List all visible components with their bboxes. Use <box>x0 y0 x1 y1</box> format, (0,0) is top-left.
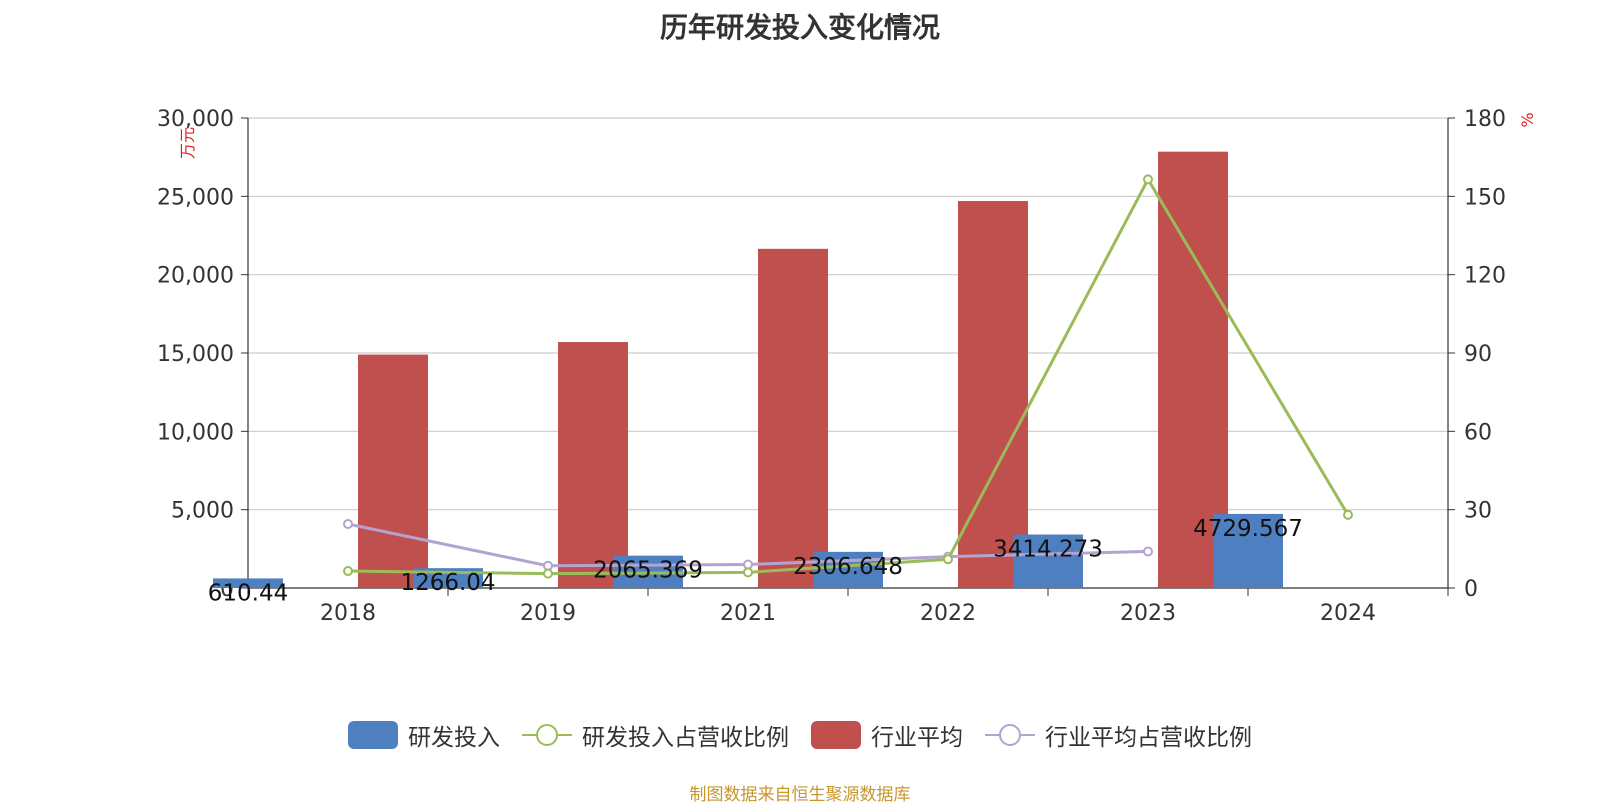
x-tick-label: 2021 <box>720 601 776 626</box>
y-tick-label-right: 60 <box>1464 420 1492 445</box>
data-label-rd-investment: 2306.648 <box>793 554 903 580</box>
rd-ratio-point <box>743 567 753 578</box>
y-axis-unit-right: % <box>1518 112 1537 127</box>
legend-label: 行业平均占营收比例 <box>1045 725 1252 751</box>
x-tick-label: 2019 <box>520 601 576 626</box>
legend-item-industry-ratio[interactable]: 行业平均占营收比例 <box>985 718 1252 752</box>
y-tick-label-right: 90 <box>1464 342 1492 367</box>
y-tick-label-right: 0 <box>1464 577 1478 602</box>
legend-item-rd-ratio[interactable]: 研发投入占营收比例 <box>522 718 789 752</box>
y-tick-label-left: 30,000 <box>157 107 234 132</box>
legend: 研发投入 研发投入占营收比例 行业平均 行业平均占营收比例 <box>0 718 1600 752</box>
y-tick-label-right: 120 <box>1464 264 1506 289</box>
legend-swatch-line-purple <box>985 724 1035 746</box>
x-tick-label: 2024 <box>1320 601 1376 626</box>
y-tick-label-left: 25,000 <box>157 185 234 210</box>
bar-industry-average <box>958 201 1028 589</box>
data-label-rd-investment: 2065.369 <box>593 558 703 584</box>
data-label-rd-investment: 1266.04 <box>400 570 495 596</box>
legend-swatch-bar-red <box>811 721 861 749</box>
rd-ratio-point <box>1143 174 1153 185</box>
industry-ratio-point <box>543 560 553 571</box>
x-tick-label: 2022 <box>920 601 976 626</box>
legend-label: 研发投入 <box>408 725 500 751</box>
source-note: 制图数据来自恒生聚源数据库 <box>689 785 911 805</box>
data-label-rd-investment: 3414.273 <box>993 537 1103 563</box>
rd-ratio-point <box>943 554 953 565</box>
bar-industry-average <box>358 354 428 588</box>
rd-ratio-point <box>343 566 353 577</box>
rd-ratio-point <box>543 568 553 579</box>
bar-rd-investment <box>213 578 283 588</box>
y-tick-label-left: 15,000 <box>157 342 234 367</box>
rd-ratio-line <box>347 176 1350 576</box>
x-tick-label: 2023 <box>1120 601 1176 626</box>
y-tick-label-right: 30 <box>1464 499 1492 524</box>
x-tick-label: 2018 <box>320 601 376 626</box>
legend-swatch-line-green <box>522 724 572 746</box>
industry-ratio-point <box>343 519 353 530</box>
data-label-rd-investment: 610.44 <box>208 580 288 606</box>
y-tick-label-left: 20,000 <box>157 264 234 289</box>
rd-ratio-point <box>1343 509 1353 520</box>
legend-swatch-bar-blue <box>348 721 398 749</box>
industry-ratio-point <box>1143 546 1153 557</box>
y-tick-label-right: 150 <box>1464 185 1506 210</box>
y-tick-label-left: 5,000 <box>171 499 234 524</box>
bar-rd-investment <box>1013 534 1083 588</box>
y-tick-label-right: 180 <box>1464 107 1506 132</box>
data-label-rd-investment: 4729.567 <box>1193 516 1303 542</box>
bar-industry-average <box>558 342 628 588</box>
bar-industry-average <box>758 248 828 589</box>
bar-rd-investment <box>813 551 883 588</box>
bar-rd-investment <box>1213 513 1283 588</box>
legend-label: 研发投入占营收比例 <box>582 725 789 751</box>
legend-item-rd-investment[interactable]: 研发投入 <box>348 718 500 752</box>
legend-item-industry-average[interactable]: 行业平均 <box>811 718 963 752</box>
chart-title: 历年研发投入变化情况 <box>659 11 940 44</box>
y-tick-label-left: 10,000 <box>157 420 234 445</box>
industry-ratio-point <box>743 559 753 570</box>
legend-label: 行业平均 <box>871 725 963 751</box>
y-axis-unit-left: 万元 <box>178 127 197 159</box>
